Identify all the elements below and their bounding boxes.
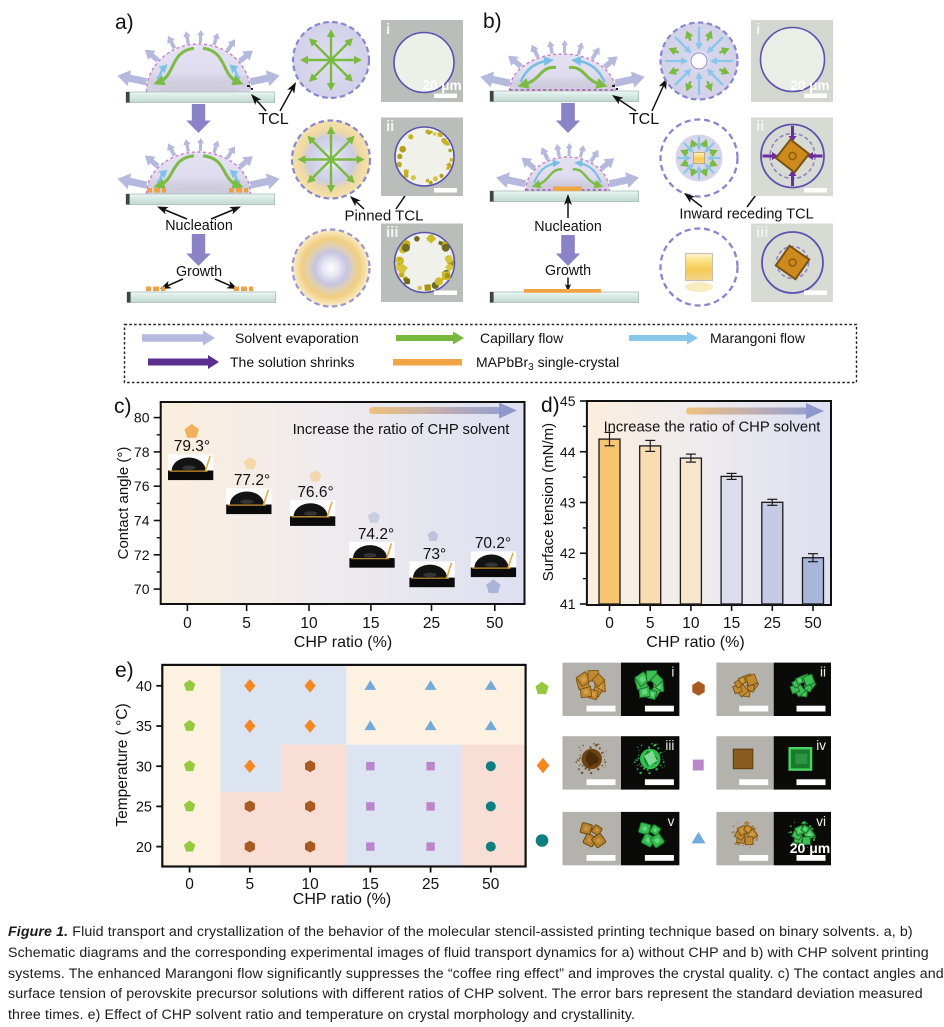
svg-text:Solvent evaporation: Solvent evaporation: [235, 330, 359, 346]
svg-text:80: 80: [134, 410, 150, 426]
svg-text:Increase the ratio of CHP solv: Increase the ratio of CHP solvent: [293, 422, 510, 438]
svg-text:TCL: TCL: [258, 111, 288, 128]
svg-text:Contact angle (°): Contact angle (°): [115, 447, 132, 560]
svg-text:43: 43: [560, 495, 576, 511]
svg-text:35: 35: [136, 719, 152, 735]
svg-text:Growth: Growth: [545, 263, 591, 279]
svg-text:20: 20: [136, 840, 152, 856]
svg-text:70: 70: [134, 581, 150, 597]
svg-text:15: 15: [362, 615, 379, 632]
svg-text:Capillary flow: Capillary flow: [480, 330, 564, 346]
svg-text:CHP ratio (%): CHP ratio (%): [294, 634, 392, 651]
svg-text:CHP ratio (%): CHP ratio (%): [293, 891, 391, 908]
svg-text:42: 42: [560, 545, 576, 561]
svg-text:70.2°: 70.2°: [475, 535, 511, 552]
svg-text:TCL: TCL: [629, 111, 659, 128]
svg-text:20 μm: 20 μm: [422, 78, 461, 93]
svg-text:50: 50: [804, 615, 822, 632]
svg-text:0: 0: [605, 615, 614, 632]
svg-text:Pinned TCL: Pinned TCL: [345, 208, 424, 225]
svg-text:Temperature ( °C): Temperature ( °C): [114, 703, 131, 826]
svg-text:iii: iii: [665, 738, 674, 753]
svg-text:iii: iii: [756, 224, 769, 241]
svg-text:b): b): [483, 10, 502, 33]
svg-text:50: 50: [486, 615, 504, 632]
svg-text:iii: iii: [386, 224, 399, 241]
svg-text:Increase the ratio of CHP solv: Increase the ratio of CHP solvent: [604, 420, 821, 436]
svg-text:Growth: Growth: [176, 264, 222, 280]
svg-text:i: i: [756, 21, 760, 38]
svg-text:Nucleation: Nucleation: [534, 219, 602, 235]
svg-text:i: i: [386, 21, 390, 38]
svg-text:30: 30: [136, 759, 152, 775]
svg-text:25: 25: [764, 615, 781, 632]
svg-text:5: 5: [646, 615, 655, 632]
svg-text:20 μm: 20 μm: [790, 840, 830, 856]
svg-text:5: 5: [242, 615, 251, 632]
svg-text:a): a): [115, 11, 134, 34]
svg-text:10: 10: [300, 615, 318, 632]
svg-text:73°: 73°: [423, 546, 446, 563]
svg-text:15: 15: [723, 615, 740, 632]
svg-text:5: 5: [245, 876, 254, 893]
svg-text:The solution shrinks: The solution shrinks: [230, 354, 355, 370]
svg-text:76: 76: [134, 478, 150, 494]
svg-text:c): c): [114, 395, 132, 418]
svg-text:77.2°: 77.2°: [234, 472, 270, 489]
svg-text:MAPbBr3 single-crystal: MAPbBr3 single-crystal: [476, 354, 619, 373]
svg-text:76.6°: 76.6°: [297, 484, 333, 501]
svg-text:0: 0: [183, 615, 192, 632]
svg-text:d): d): [541, 394, 560, 417]
svg-text:40: 40: [136, 679, 152, 695]
svg-text:e): e): [115, 659, 134, 682]
svg-text:25: 25: [423, 615, 440, 632]
svg-text:ii: ii: [820, 665, 826, 680]
svg-text:45: 45: [560, 393, 576, 409]
svg-text:Inward receding TCL: Inward receding TCL: [679, 207, 813, 223]
svg-text:0: 0: [185, 876, 194, 893]
svg-text:25: 25: [422, 876, 439, 893]
svg-text:25: 25: [136, 800, 152, 816]
svg-text:79.3°: 79.3°: [174, 438, 210, 455]
svg-text:20 μm: 20 μm: [790, 78, 829, 93]
svg-text:iv: iv: [816, 738, 826, 753]
svg-text:44: 44: [560, 444, 576, 460]
svg-text:41: 41: [560, 596, 576, 612]
svg-text:50: 50: [482, 876, 500, 893]
svg-text:10: 10: [301, 876, 319, 893]
svg-text:i: i: [671, 665, 674, 680]
svg-text:15: 15: [362, 876, 379, 893]
svg-text:ii: ii: [386, 118, 394, 135]
svg-text:vi: vi: [816, 814, 826, 829]
svg-text:74.2°: 74.2°: [358, 526, 394, 543]
svg-text:Nucleation: Nucleation: [165, 218, 233, 234]
svg-text:Surface tension (mN/m): Surface tension (mN/m): [540, 423, 557, 581]
svg-text:78: 78: [134, 444, 150, 460]
svg-text:Marangoni flow: Marangoni flow: [710, 330, 806, 346]
svg-text:ii: ii: [756, 118, 764, 135]
svg-text:72: 72: [134, 547, 150, 563]
svg-text:74: 74: [134, 513, 150, 529]
svg-text:v: v: [668, 814, 675, 829]
svg-text:CHP ratio (%): CHP ratio (%): [646, 634, 744, 651]
svg-text:10: 10: [682, 615, 700, 632]
